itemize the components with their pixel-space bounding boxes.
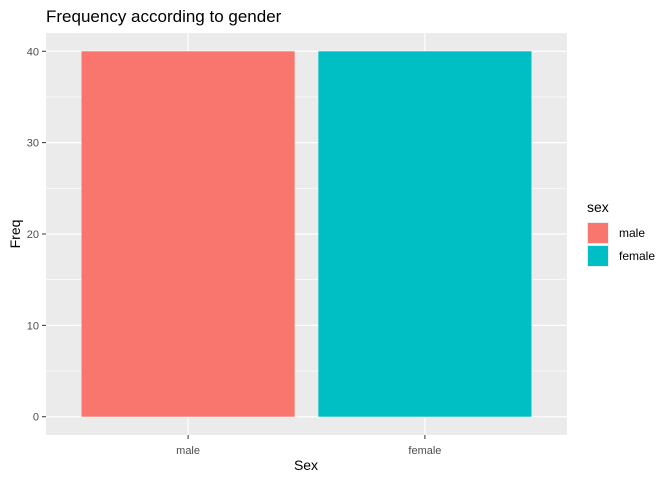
bars — [81, 51, 532, 417]
y-tick-label: 20 — [27, 229, 39, 241]
x-axis-ticks: male female — [176, 435, 441, 457]
y-tick-label: 10 — [27, 320, 39, 332]
y-axis-label: Freq — [7, 220, 23, 249]
y-axis-ticks: 0 10 20 30 40 — [27, 46, 46, 424]
y-tick-label: 30 — [27, 138, 39, 150]
bar-male — [81, 51, 295, 417]
x-axis-label: Sex — [294, 457, 318, 473]
y-tick-label: 40 — [27, 46, 39, 58]
chart-title: Frequency according to gender — [46, 7, 282, 26]
x-tick-label: female — [408, 445, 441, 457]
y-tick-label: 0 — [33, 412, 39, 424]
bar-female — [318, 51, 532, 417]
legend-swatch-female — [588, 246, 608, 266]
legend-label-male: male — [619, 226, 645, 240]
legend-label-female: female — [619, 249, 655, 263]
legend: sex male female — [587, 199, 655, 267]
legend-title: sex — [587, 199, 609, 215]
legend-swatch-male — [588, 223, 608, 243]
x-tick-label: male — [176, 445, 200, 457]
